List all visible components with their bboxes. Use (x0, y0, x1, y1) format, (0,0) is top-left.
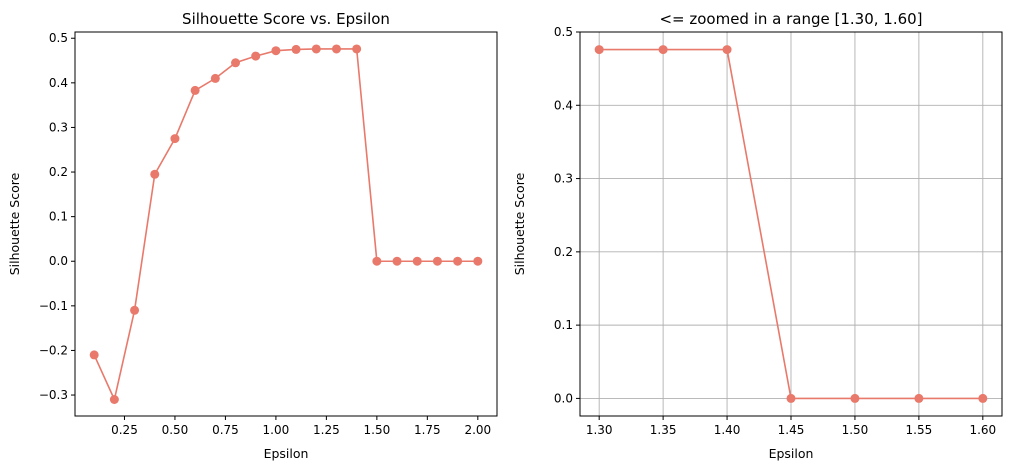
data-point-left (251, 51, 261, 61)
x-tick-label-right: 1.35 (650, 423, 677, 437)
data-point-left (453, 256, 463, 266)
y-tick-label-left: 0.4 (49, 76, 68, 90)
y-tick-label-left: 0.3 (49, 120, 68, 134)
data-point-left (473, 256, 483, 266)
data-point-right (786, 393, 796, 403)
data-point-left (210, 73, 220, 83)
series-line-left (93, 48, 478, 403)
y-tick-label-left: 0.5 (49, 31, 68, 45)
y-axis-label-left: Silhouette Score (7, 172, 22, 275)
data-point-left (271, 46, 281, 56)
x-tick-label-right: 1.40 (714, 423, 741, 437)
data-point-right (658, 45, 668, 55)
x-tick-label-left: 1.00 (263, 423, 290, 437)
chart-title-left: Silhouette Score vs. Epsilon (182, 10, 390, 28)
data-point-left (412, 256, 422, 266)
y-tick-label-right: 0.4 (554, 98, 573, 112)
data-point-left (392, 256, 402, 266)
data-point-left (109, 394, 119, 404)
data-point-left (432, 256, 442, 266)
x-tick-label-left: 1.25 (313, 423, 340, 437)
data-point-right (914, 393, 924, 403)
y-tick-label-left: −0.1 (39, 299, 68, 313)
y-tick-label-right: 0.3 (554, 172, 573, 186)
x-tick-label-right: 1.55 (906, 423, 933, 437)
x-tick-label-left: 1.75 (414, 423, 441, 437)
x-tick-label-left: 2.00 (464, 423, 491, 437)
x-tick-label-left: 1.50 (364, 423, 391, 437)
data-point-left (331, 44, 341, 54)
y-tick-label-right: 0.2 (554, 245, 573, 259)
y-tick-label-right: 0.0 (554, 391, 573, 405)
data-point-left (352, 44, 362, 54)
data-point-left (89, 350, 99, 360)
data-point-left (372, 256, 382, 266)
data-point-right (594, 45, 604, 55)
y-tick-label-right: 0.5 (554, 25, 573, 39)
x-tick-label-left: 0.75 (212, 423, 239, 437)
subplot-right: 1.30 1.35 1.40 1.45 1.50 1.55 1.60 0.0 0.1 0.2 0.… (512, 10, 1003, 461)
data-point-right (850, 393, 860, 403)
y-tick-label-left: −0.2 (39, 343, 68, 357)
x-tick-label-left: 0.25 (111, 423, 138, 437)
data-point-left (311, 44, 321, 54)
x-tick-label-left: 0.50 (162, 423, 189, 437)
x-axis-label-left: Epsilon (264, 446, 309, 461)
data-point-left (231, 58, 241, 68)
x-tick-label-right: 1.60 (969, 423, 996, 437)
data-point-left (291, 44, 301, 54)
y-axis-label-right: Silhouette Score (512, 172, 527, 275)
data-point-right (978, 393, 988, 403)
x-tick-label-right: 1.45 (778, 423, 805, 437)
data-point-left (170, 134, 180, 144)
data-point-left (130, 305, 140, 315)
y-tick-label-left: −0.3 (39, 388, 68, 402)
y-tick-label-right: 0.1 (554, 318, 573, 332)
data-point-left (190, 85, 200, 95)
x-tick-label-right: 1.30 (586, 423, 613, 437)
data-point-left (150, 169, 160, 179)
chart-title-right: <= zoomed in a range [1.30, 1.60] (659, 10, 922, 28)
y-tick-label-left: 0.0 (49, 254, 68, 268)
x-tick-label-right: 1.50 (842, 423, 869, 437)
axes-frame-left (74, 31, 498, 417)
y-tick-label-left: 0.2 (49, 165, 68, 179)
subplot-left: 0.25 0.50 0.75 1.00 1.25 1.50 1.75 2.00 −0.3 −0.… (7, 10, 498, 461)
data-point-right (722, 45, 732, 55)
x-axis-label-right: Epsilon (769, 446, 814, 461)
y-tick-label-left: 0.1 (49, 210, 68, 224)
